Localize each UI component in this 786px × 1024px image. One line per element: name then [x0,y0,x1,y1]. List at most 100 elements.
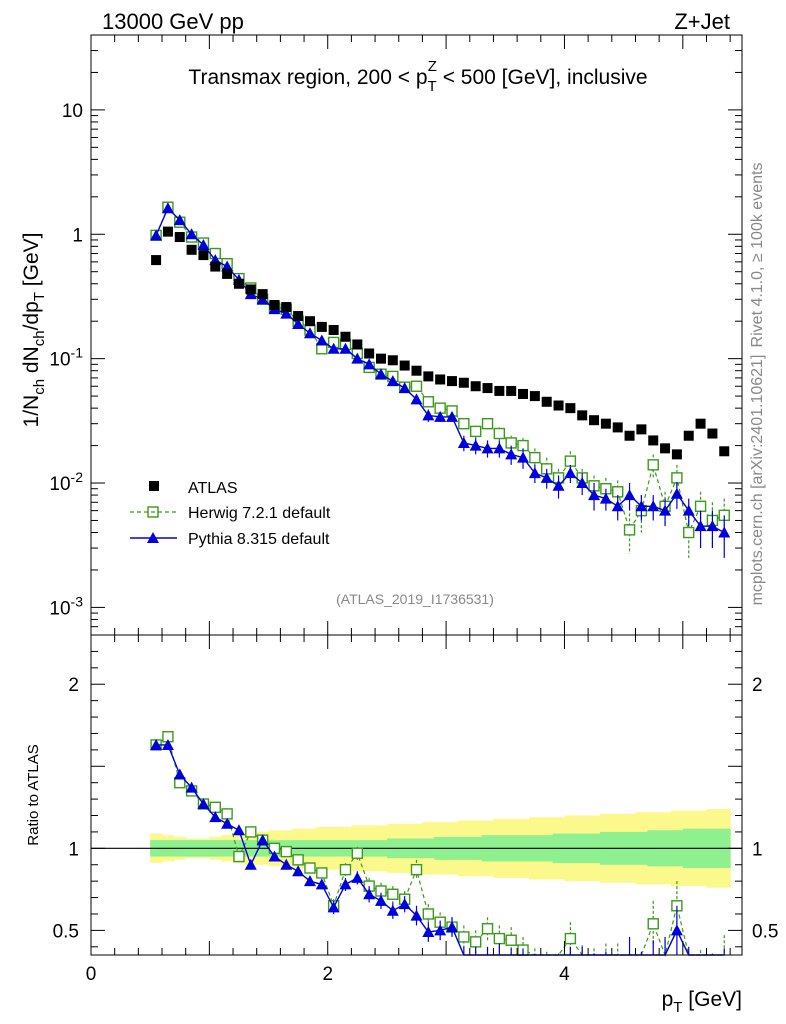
ratio-herwig-point [209,801,221,814]
ratio-pythia-point [670,924,683,936]
ratio-pythia-point [209,811,222,823]
title-post: < 500 [GeV], inclusive [437,66,648,89]
main-herwig-point [683,526,695,539]
main-pythia-point [706,520,719,532]
ratio-pythia-point [327,901,340,913]
ratio-herwig-point [292,854,304,866]
main-pythia-point [363,358,376,370]
main-y-tick-label: 10-3 [49,593,83,619]
main-atlas-point [340,331,351,342]
main-atlas-point [660,443,671,454]
main-herwig-line [155,206,725,535]
main-atlas-point [198,250,209,261]
main-atlas-point [245,284,256,295]
main-pythia-point [386,375,399,387]
ratio-herwig-point [469,936,482,948]
legend-atlas-marker [149,481,159,491]
main-atlas-point [565,403,576,414]
main-pythia-point [292,317,305,329]
legend-herwig-marker [147,506,159,518]
ratio-herwig-point [221,808,233,820]
main-atlas-point [470,381,481,392]
ratio-panel: 0.5 0.5 1 1 2 2 0 2 4 [53,634,778,985]
main-herwig-point [422,396,435,408]
ratio-pythia-point [173,768,186,780]
ratio-pythia-point [150,738,163,750]
ratio-herwig-point [493,932,506,945]
ratio-herwig-point [304,862,316,874]
main-atlas-point [494,385,505,396]
main-pythia-point [481,442,494,454]
legend-herwig-label: Herwig 7.2.1 default [188,505,331,522]
main-atlas-point [174,232,185,243]
main-pythia-point [280,307,293,319]
main-herwig-point [564,455,577,467]
main-pythia-point [374,368,387,380]
ratio-pythia-point [268,850,281,862]
main-y-tick-label: 1 [72,225,83,246]
main-pythia-point [351,352,364,364]
main-pythia-point [410,393,423,405]
main-atlas-point [281,302,292,313]
legend-pythia-label: Pythia 8.315 default [188,531,330,548]
main-atlas-point [411,365,422,376]
ratio-pythia-point [185,781,198,793]
main-atlas-point [553,400,564,411]
main-atlas-point [304,316,315,327]
main-atlas-point [648,435,659,446]
ratio-y-tick-label: 2 [68,675,79,696]
main-pythia-point [221,260,234,272]
main-herwig-point [529,451,541,464]
main-pythia-point [469,439,482,451]
ratio-pythia-point [374,894,387,906]
main-pythia-point [576,477,589,489]
main-herwig-point [647,459,659,471]
ratio-pythia-point [221,817,234,829]
ratio-herwig-point [481,923,494,935]
main-pythia-point [611,500,624,512]
main-pythia-point [588,489,601,501]
ratio-y-tick-label: 1 [68,839,79,860]
main-atlas-point [458,377,469,388]
rivet-label: Rivet 4.1.0, ≥ 100k events [749,163,766,348]
main-pythia-point [670,487,683,499]
main-atlas-point [600,418,611,429]
ratio-herwig-point [564,932,577,945]
ratio-pythia-point [398,898,411,910]
ratio-herwig-point [422,908,435,920]
ratio-herwig-point [458,931,470,943]
ratio-pythia-point [161,738,174,750]
main-atlas-point [612,422,623,433]
main-atlas-point [482,383,493,394]
main-y-tick-label: 10-1 [49,345,83,371]
main-herwig-point [493,427,506,440]
main-pythia-point [161,202,174,214]
main-atlas-point [233,278,244,289]
ratio-pythia-point [422,926,435,938]
ratio-pythia-point [197,798,210,810]
ratio-pythia-point [232,824,245,836]
main-atlas-point [707,428,718,439]
energy-label: 13000 GeV pp [102,9,244,34]
main-pythia-point [635,500,648,512]
title-sub: T [428,78,437,95]
main-atlas-point [316,321,327,332]
main-pythia-point [682,504,695,516]
ratio-herwig-point [280,845,292,858]
main-pythia-point [694,520,707,532]
main-pythia-point [339,342,352,354]
ratio-herwig-point [410,863,423,876]
mcplots-label: mcplots.cern.ch [arXiv:2401.10621] [749,355,766,606]
main-atlas-point [541,396,552,407]
ratio-pythia-point [292,865,305,877]
main-atlas-point [257,289,268,300]
main-pythia-point [517,451,530,463]
main-pythia-point [422,409,435,421]
legend-pythia-marker [147,532,159,543]
ratio-herwig-point [351,847,364,859]
main-pythia-line [155,206,725,534]
ratio-y-label: Ratio to ATLAS [25,744,42,845]
ratio-herwig-point [316,867,328,879]
main-atlas-point [210,261,221,272]
main-pythia-point [327,342,340,354]
